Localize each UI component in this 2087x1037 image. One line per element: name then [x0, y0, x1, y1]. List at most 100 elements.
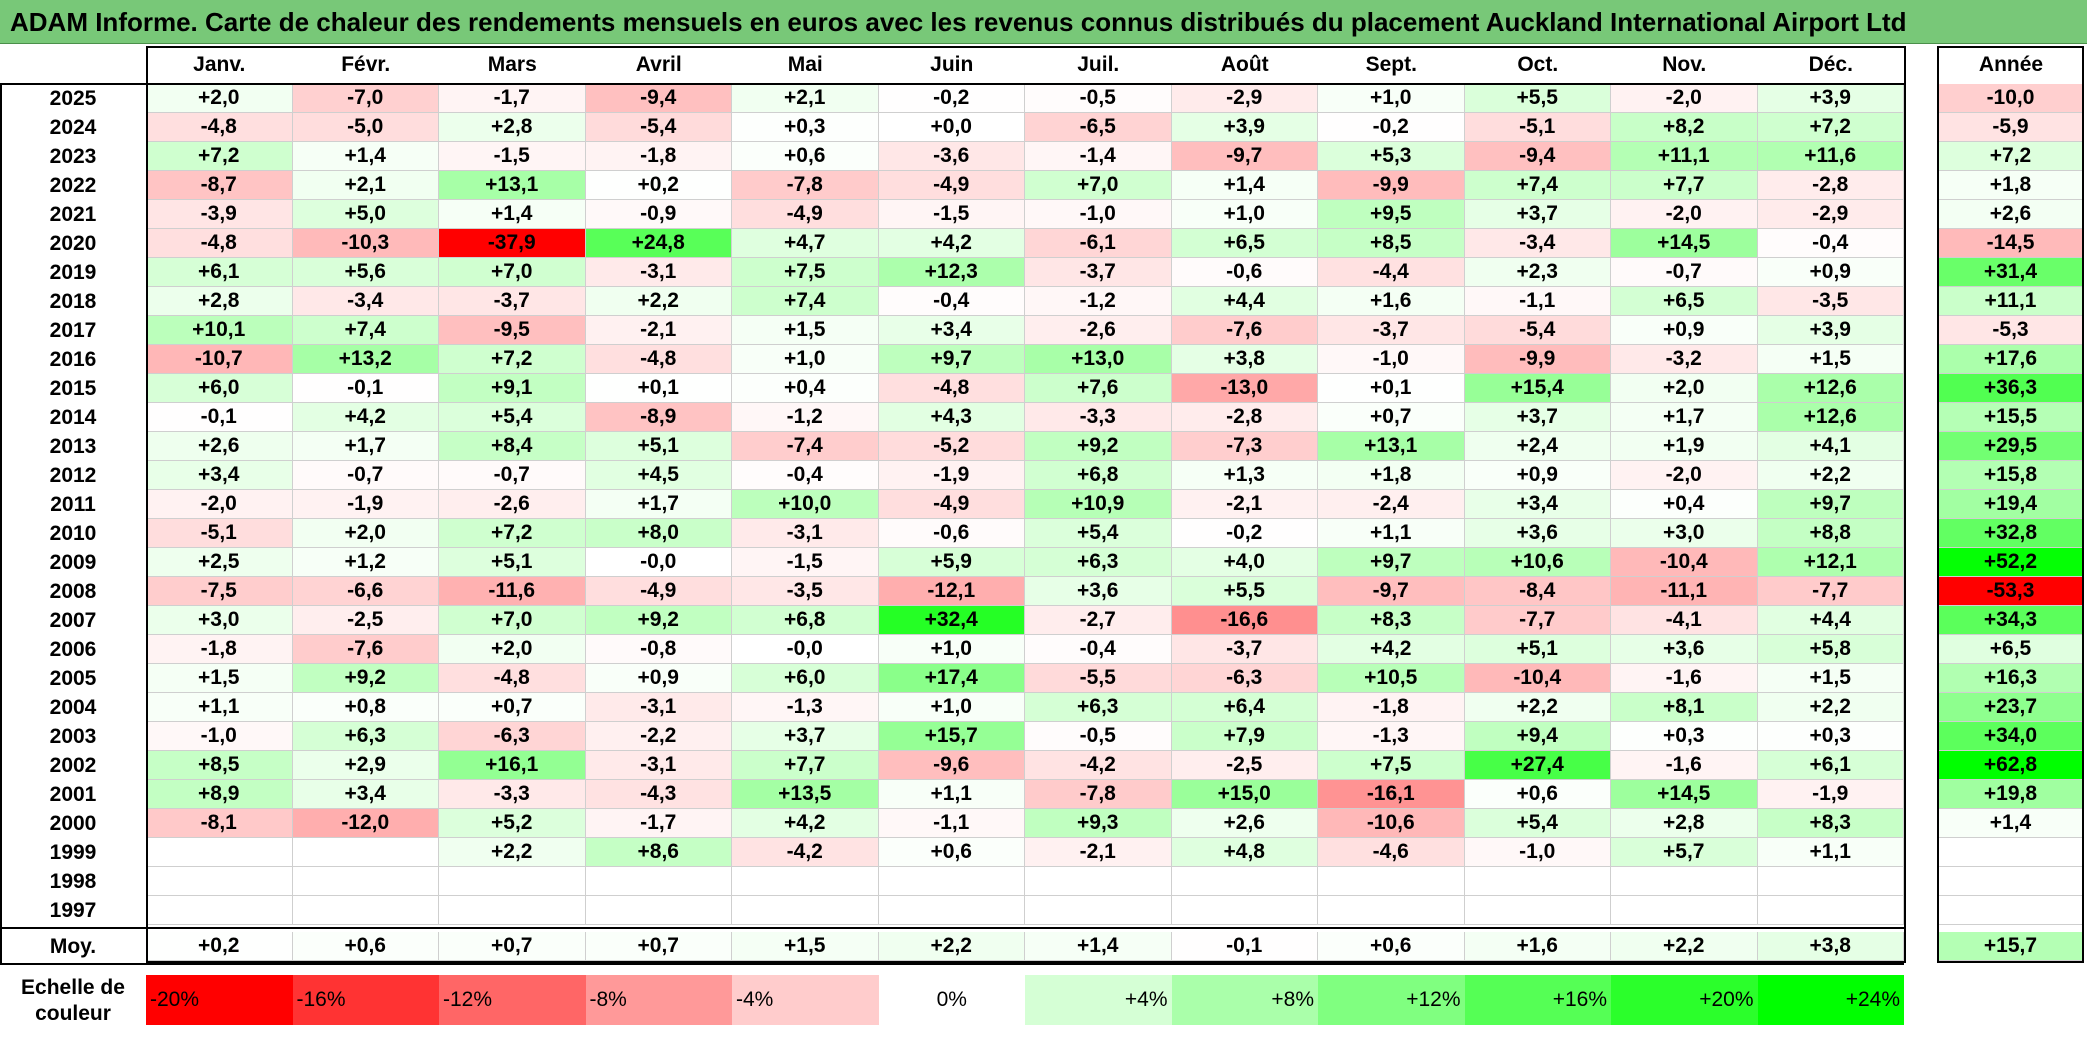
heatmap-cell: -6,1: [1025, 229, 1172, 258]
heatmap-cell: -10,4: [1464, 664, 1611, 693]
heatmap-cell: -1,9: [878, 461, 1025, 490]
average-row-label: Moy.: [49, 935, 97, 958]
heatmap-cell: -1,0: [1025, 200, 1172, 229]
heatmap-cell: -3,2: [1611, 345, 1758, 374]
average-cell: -0,1: [1171, 932, 1318, 961]
heatmap-cell: -9,9: [1318, 171, 1465, 200]
heatmap-cell: -9,7: [1171, 142, 1318, 171]
heatmap-cell: +7,5: [732, 258, 879, 287]
heatmap-cell: +3,6: [1025, 577, 1172, 606]
heatmap-cell: [1611, 896, 1758, 925]
heatmap-cell: [585, 896, 732, 925]
heatmap-cell: -2,0: [146, 490, 293, 519]
row-year-label: 2002: [49, 754, 97, 777]
heatmap-cell: +11,6: [1757, 142, 1904, 171]
heatmap-cell: +4,5: [585, 461, 732, 490]
heatmap-cell: -1,3: [732, 693, 879, 722]
average-separator-bottom: [0, 963, 1904, 965]
heatmap-cell: +8,5: [146, 751, 293, 780]
heatmap-cell: +13,1: [439, 171, 586, 200]
heatmap-cell: +5,9: [878, 548, 1025, 577]
heatmap-cell: -0,5: [1025, 722, 1172, 751]
heatmap-cell: -10,3: [292, 229, 439, 258]
heatmap-cell: +2,2: [439, 838, 586, 867]
average-cell: +3,8: [1757, 932, 1904, 961]
heatmap-cell: +8,1: [1611, 693, 1758, 722]
heatmap-cell: +9,2: [585, 606, 732, 635]
heatmap-cell: -12,0: [292, 809, 439, 838]
heatmap-cell: +5,5: [1171, 577, 1318, 606]
heatmap-cell: -4,8: [146, 229, 293, 258]
color-scale-label: Echelle de couleur: [21, 976, 125, 1025]
heatmap-cell: -10,4: [1611, 548, 1758, 577]
heatmap-cell: +5,7: [1611, 838, 1758, 867]
annual-cell: +34,3: [1938, 606, 2084, 635]
color-scale-step: -12%: [439, 975, 586, 1025]
heatmap-cell: -1,9: [1757, 780, 1904, 809]
heatmap-cell: +0,7: [1318, 403, 1465, 432]
heatmap-cell: +3,4: [292, 780, 439, 809]
month-header: Déc.: [1808, 53, 1853, 76]
heatmap-cell: +8,9: [146, 780, 293, 809]
heatmap-cell: -12,1: [878, 577, 1025, 606]
heatmap-cell: -11,6: [439, 577, 586, 606]
heatmap-cell: +1,1: [146, 693, 293, 722]
heatmap-cell: [292, 838, 439, 867]
heatmap-cell: +12,6: [1757, 374, 1904, 403]
heatmap-cell: [585, 867, 732, 896]
row-year-label: 2004: [49, 696, 97, 719]
annual-cell: -53,3: [1938, 577, 2084, 606]
heatmap-cell: +10,5: [1318, 664, 1465, 693]
heatmap-cell: [1757, 896, 1904, 925]
row-year-label: 2016: [49, 348, 97, 371]
heatmap-cell: -1,5: [439, 142, 586, 171]
heatmap-cell: -3,4: [1464, 229, 1611, 258]
heatmap-cell: +9,5: [1318, 200, 1465, 229]
heatmap-cell: -3,1: [585, 693, 732, 722]
heatmap-cell: [146, 896, 293, 925]
heatmap-cell: +4,4: [1757, 606, 1904, 635]
heatmap-cell: -1,2: [1025, 287, 1172, 316]
heatmap-cell: +1,4: [1171, 171, 1318, 200]
annual-cell: +29,5: [1938, 432, 2084, 461]
heatmap-cell: +1,4: [439, 200, 586, 229]
row-year-label: 2023: [49, 145, 97, 168]
heatmap-cell: -4,6: [1318, 838, 1465, 867]
heatmap-cell: -1,8: [146, 635, 293, 664]
heatmap-cell: -9,4: [1464, 142, 1611, 171]
heatmap-cell: -1,0: [146, 722, 293, 751]
heatmap-cell: +13,5: [732, 780, 879, 809]
annual-cell: +6,5: [1938, 635, 2084, 664]
row-year-label: 2022: [49, 174, 97, 197]
annual-cell: [1938, 867, 2084, 896]
heatmap-cell: -3,1: [732, 519, 879, 548]
heatmap-cell: +2,6: [146, 432, 293, 461]
annual-cell: +36,3: [1938, 374, 2084, 403]
average-cell: +1,6: [1464, 932, 1611, 961]
heatmap-cell: -0,4: [1757, 229, 1904, 258]
month-header: Juin: [930, 53, 974, 76]
row-year-label: 2000: [49, 812, 97, 835]
heatmap-cell: -8,7: [146, 171, 293, 200]
heatmap-cell: +6,3: [1025, 548, 1172, 577]
annual-cell: +1,8: [1938, 171, 2084, 200]
heatmap-cell: +6,8: [732, 606, 879, 635]
heatmap-cell: +0,9: [1611, 316, 1758, 345]
header-separator: [0, 83, 1904, 85]
heatmap-cell: +7,7: [1611, 171, 1758, 200]
heatmap-cell: -2,1: [1025, 838, 1172, 867]
annual-cell: +1,4: [1938, 809, 2084, 838]
heatmap-cell: +3,9: [1757, 316, 1904, 345]
heatmap-cell: +7,9: [1171, 722, 1318, 751]
heatmap-cell: +9,2: [292, 664, 439, 693]
color-scale-step: -4%: [732, 975, 879, 1025]
heatmap-cell: -0,2: [878, 84, 1025, 113]
heatmap-cell: +7,0: [1025, 171, 1172, 200]
heatmap-cell: +0,1: [585, 374, 732, 403]
heatmap-cell: +5,4: [1025, 519, 1172, 548]
heatmap-cell: -8,9: [585, 403, 732, 432]
heatmap-cell: +2,0: [439, 635, 586, 664]
heatmap-cell: +0,7: [439, 693, 586, 722]
heatmap-cell: +0,1: [1318, 374, 1465, 403]
heatmap-cell: +10,0: [732, 490, 879, 519]
